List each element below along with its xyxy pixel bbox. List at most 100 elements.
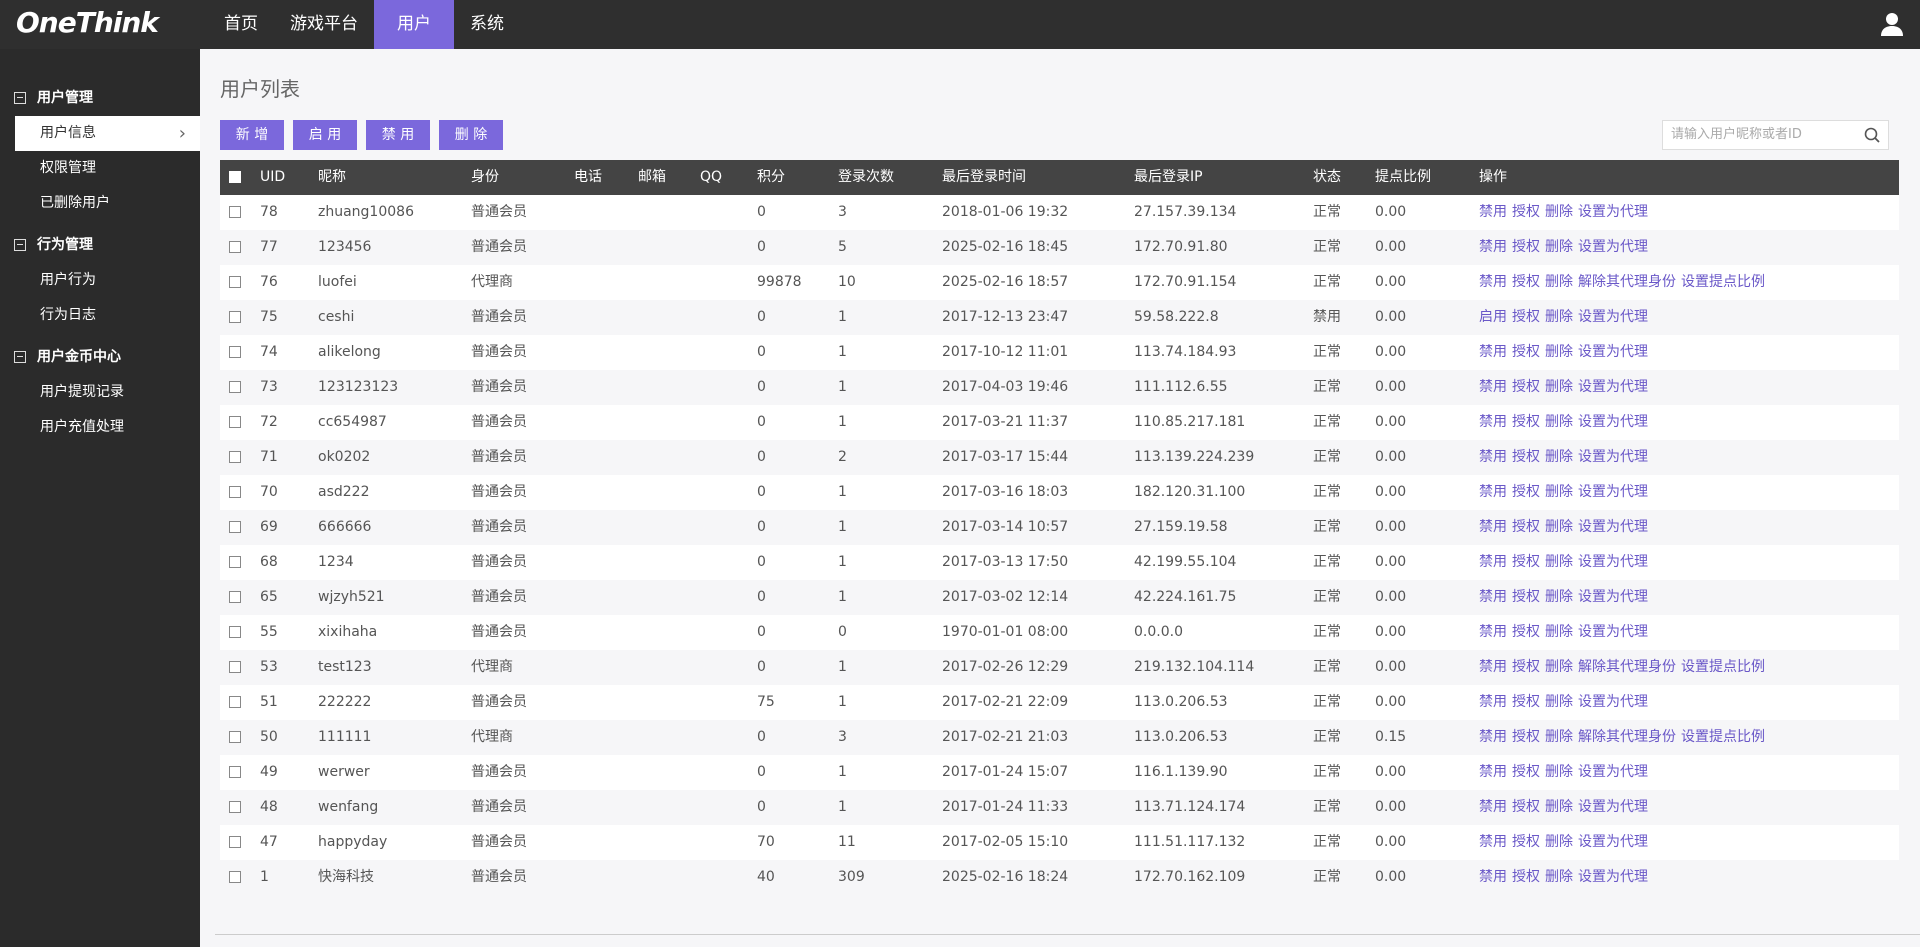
action-link[interactable]: 禁用 [1479, 344, 1507, 360]
action-link[interactable]: 禁用 [1479, 869, 1507, 885]
action-link[interactable]: 删除 [1545, 344, 1573, 360]
menu-group[interactable]: 行为管理 [0, 227, 200, 263]
action-link[interactable]: 授权 [1512, 799, 1540, 815]
action-link[interactable]: 设置为代理 [1578, 554, 1648, 570]
action-link[interactable]: 删除 [1545, 554, 1573, 570]
nav-item[interactable]: 系统 [470, 14, 504, 34]
button[interactable]: 删 除 [439, 120, 503, 150]
button[interactable]: 新 增 [220, 120, 284, 150]
action-link[interactable]: 禁用 [1479, 379, 1507, 395]
action-link[interactable]: 授权 [1512, 379, 1540, 395]
action-link[interactable]: 禁用 [1479, 484, 1507, 500]
action-link[interactable]: 授权 [1512, 519, 1540, 535]
button[interactable]: 启 用 [293, 120, 357, 150]
action-link[interactable]: 授权 [1512, 239, 1540, 255]
action-link[interactable]: 删除 [1545, 624, 1573, 640]
action-link[interactable]: 设置为代理 [1578, 449, 1648, 465]
checkbox[interactable] [229, 241, 241, 253]
action-link[interactable]: 禁用 [1479, 659, 1507, 675]
action-link[interactable]: 解除其代理身份 [1578, 659, 1676, 675]
action-link[interactable]: 删除 [1545, 309, 1573, 325]
action-link[interactable]: 解除其代理身份 [1578, 274, 1676, 290]
action-link[interactable]: 设置为代理 [1578, 624, 1648, 640]
action-link[interactable]: 授权 [1512, 659, 1540, 675]
menu-item[interactable]: 行为日志 [40, 307, 96, 323]
action-link[interactable]: 删除 [1545, 414, 1573, 430]
checkbox[interactable] [229, 801, 241, 813]
checkbox[interactable] [229, 311, 241, 323]
action-link[interactable]: 删除 [1545, 869, 1573, 885]
action-link[interactable]: 授权 [1512, 729, 1540, 745]
action-link[interactable]: 设置为代理 [1578, 519, 1648, 535]
action-link[interactable]: 设置为代理 [1578, 309, 1648, 325]
action-link[interactable]: 设置为代理 [1578, 764, 1648, 780]
action-link[interactable]: 禁用 [1479, 764, 1507, 780]
action-link[interactable]: 禁用 [1479, 274, 1507, 290]
action-link[interactable]: 禁用 [1479, 624, 1507, 640]
action-link[interactable]: 授权 [1512, 764, 1540, 780]
menu-item[interactable]: 用户提现记录 [40, 384, 124, 400]
action-link[interactable]: 设置为代理 [1578, 589, 1648, 605]
action-link[interactable]: 设置为代理 [1578, 344, 1648, 360]
action-link[interactable]: 设置为代理 [1578, 379, 1648, 395]
checkbox[interactable] [229, 836, 241, 848]
action-link[interactable]: 删除 [1545, 274, 1573, 290]
menu-group[interactable]: 用户管理 [0, 80, 200, 116]
menu-item[interactable]: 用户充值处理 [40, 419, 124, 435]
action-link[interactable]: 授权 [1512, 449, 1540, 465]
action-link[interactable]: 授权 [1512, 834, 1540, 850]
action-link[interactable]: 授权 [1512, 869, 1540, 885]
action-link[interactable]: 禁用 [1479, 729, 1507, 745]
action-link[interactable]: 设置为代理 [1578, 799, 1648, 815]
action-link[interactable]: 删除 [1545, 659, 1573, 675]
checkbox[interactable] [229, 871, 241, 883]
menu-item[interactable]: 用户行为 [40, 272, 96, 288]
menu-item[interactable]: 权限管理 [40, 160, 96, 176]
action-link[interactable]: 设置为代理 [1578, 869, 1648, 885]
action-link[interactable]: 删除 [1545, 239, 1573, 255]
action-link[interactable]: 设置提点比例 [1681, 659, 1765, 675]
action-link[interactable]: 授权 [1512, 694, 1540, 710]
action-link[interactable]: 设置为代理 [1578, 204, 1648, 220]
checkbox[interactable] [229, 591, 241, 603]
action-link[interactable]: 禁用 [1479, 449, 1507, 465]
checkbox[interactable] [229, 521, 241, 533]
action-link[interactable]: 禁用 [1479, 554, 1507, 570]
checkbox[interactable] [229, 171, 241, 183]
action-link[interactable]: 设置为代理 [1578, 239, 1648, 255]
action-link[interactable]: 解除其代理身份 [1578, 729, 1676, 745]
action-link[interactable]: 禁用 [1479, 239, 1507, 255]
action-link[interactable]: 删除 [1545, 694, 1573, 710]
action-link[interactable]: 删除 [1545, 484, 1573, 500]
checkbox[interactable] [229, 661, 241, 673]
action-link[interactable]: 设置为代理 [1578, 834, 1648, 850]
action-link[interactable]: 授权 [1512, 309, 1540, 325]
action-link[interactable]: 删除 [1545, 799, 1573, 815]
action-link[interactable]: 禁用 [1479, 834, 1507, 850]
action-link[interactable]: 删除 [1545, 589, 1573, 605]
action-link[interactable]: 授权 [1512, 204, 1540, 220]
user-icon[interactable] [1880, 12, 1904, 36]
action-link[interactable]: 删除 [1545, 204, 1573, 220]
checkbox[interactable] [229, 276, 241, 288]
action-link[interactable]: 删除 [1545, 764, 1573, 780]
action-link[interactable]: 删除 [1545, 729, 1573, 745]
menu-item[interactable]: 用户信息 [15, 116, 200, 151]
action-link[interactable]: 设置提点比例 [1681, 729, 1765, 745]
button[interactable]: 禁 用 [366, 120, 430, 150]
checkbox[interactable] [229, 451, 241, 463]
action-link[interactable]: 设置为代理 [1578, 484, 1648, 500]
checkbox[interactable] [229, 486, 241, 498]
action-link[interactable]: 禁用 [1479, 204, 1507, 220]
search-icon[interactable] [1864, 127, 1880, 143]
action-link[interactable]: 授权 [1512, 414, 1540, 430]
action-link[interactable]: 设置为代理 [1578, 414, 1648, 430]
action-link[interactable]: 授权 [1512, 554, 1540, 570]
search-box[interactable]: 请输入用户昵称或者ID [1662, 120, 1889, 150]
action-link[interactable]: 禁用 [1479, 694, 1507, 710]
checkbox[interactable] [229, 731, 241, 743]
action-link[interactable]: 授权 [1512, 274, 1540, 290]
action-link[interactable]: 授权 [1512, 589, 1540, 605]
checkbox[interactable] [229, 381, 241, 393]
action-link[interactable]: 删除 [1545, 519, 1573, 535]
